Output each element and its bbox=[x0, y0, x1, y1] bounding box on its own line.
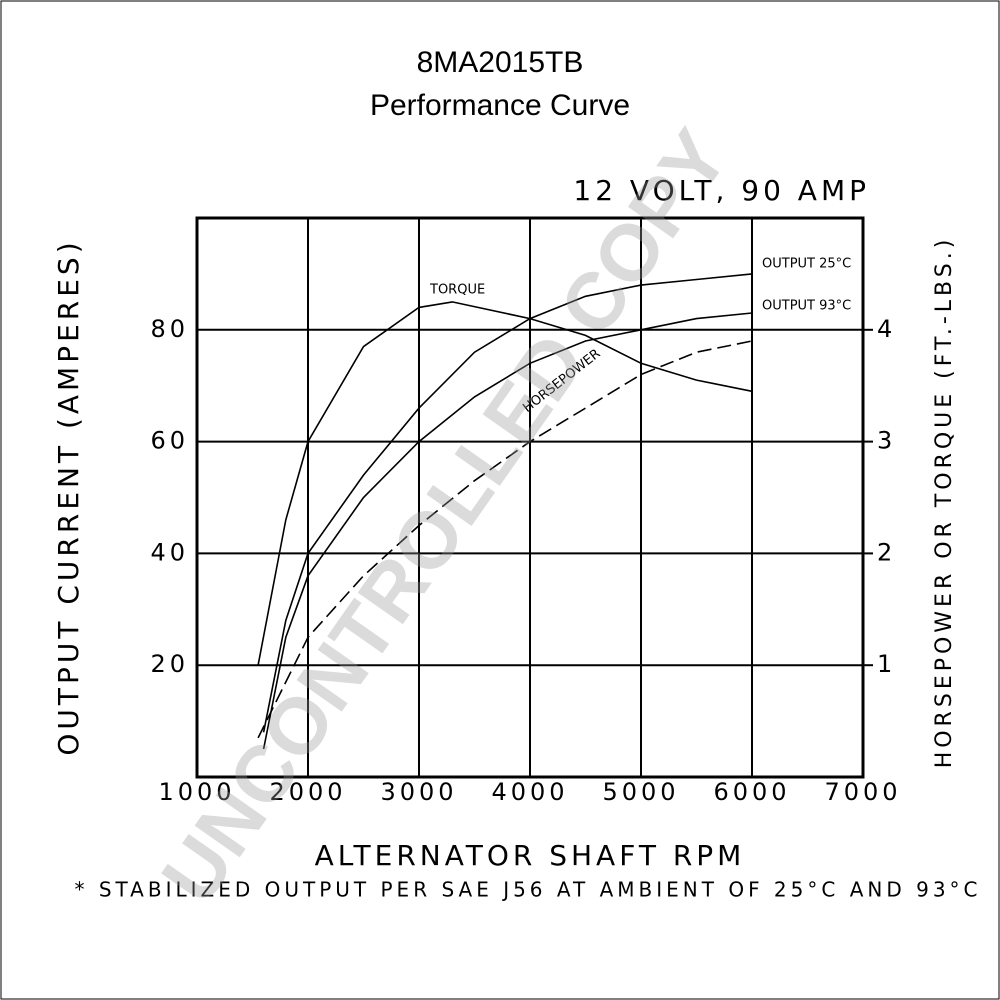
y-tick-label: 20 bbox=[150, 650, 189, 678]
series-label: OUTPUT 25°C bbox=[762, 257, 851, 272]
y-tick-label: 80 bbox=[150, 315, 189, 343]
x-tick-label: 6000 bbox=[713, 778, 790, 806]
series-line bbox=[257, 301, 753, 666]
x-tick-label: 7000 bbox=[824, 778, 901, 806]
y2-tick-label: 4 bbox=[877, 315, 892, 343]
y2-tick-label: 2 bbox=[877, 538, 892, 566]
y-axis-label: OUTPUT CURRENT (AMPERES) bbox=[52, 238, 85, 755]
x-axis-label: ALTERNATOR SHAFT RPM bbox=[315, 839, 746, 872]
x-tick-label: 5000 bbox=[602, 778, 679, 806]
rating: 12 VOLT, 90 AMP bbox=[573, 174, 870, 207]
y2-tick-label: 3 bbox=[877, 427, 892, 455]
y2-tick-label: 1 bbox=[877, 650, 892, 678]
y-tick-label: 60 bbox=[150, 427, 189, 455]
series-line bbox=[262, 312, 753, 750]
series-label: OUTPUT 93°C bbox=[762, 299, 851, 314]
series-line bbox=[262, 273, 753, 733]
x-tick-label: 1000 bbox=[158, 778, 235, 806]
x-tick-label: 2000 bbox=[269, 778, 346, 806]
chart-subtitle: Performance Curve bbox=[370, 89, 630, 122]
chart-title: 8MA2015TB bbox=[417, 46, 584, 79]
x-tick-label: 4000 bbox=[491, 778, 568, 806]
x-tick-label: 3000 bbox=[380, 778, 457, 806]
series-label: TORQUE bbox=[429, 283, 485, 298]
series-line bbox=[257, 340, 753, 739]
y2-axis-label: HORSEPOWER OR TORQUE (FT.-LBS.) bbox=[932, 236, 957, 769]
footnote: * STABILIZED OUTPUT PER SAE J56 AT AMBIE… bbox=[74, 878, 981, 902]
y-tick-label: 40 bbox=[150, 538, 189, 566]
